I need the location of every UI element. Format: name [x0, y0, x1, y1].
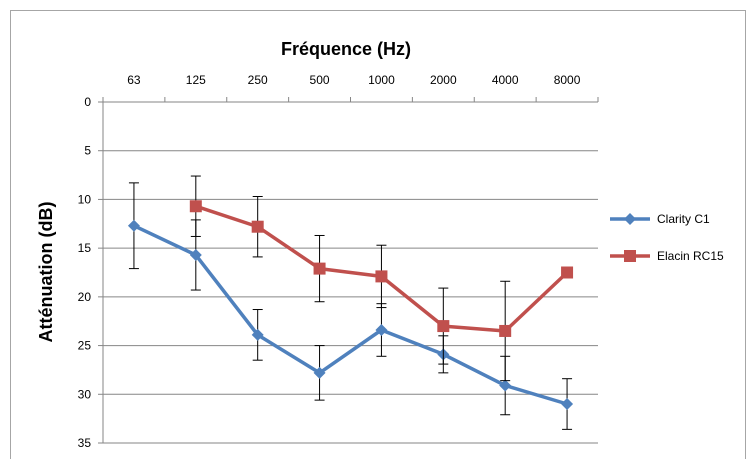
x-tick-label: 250	[248, 73, 268, 87]
chart-border	[10, 10, 746, 464]
x-tick-label: 8000	[554, 73, 581, 87]
y-tick-label: 5	[84, 144, 91, 158]
data-point	[251, 328, 264, 341]
legend-marker	[624, 213, 636, 225]
x-tick-label: 2000	[430, 73, 457, 87]
series-line	[133, 224, 568, 406]
x-tick-label: 1000	[368, 73, 395, 87]
data-point	[127, 219, 140, 232]
data-point	[375, 270, 388, 283]
data-point	[313, 262, 326, 275]
legend-marker	[624, 250, 636, 262]
series	[127, 175, 574, 430]
legend: Clarity C1 Elacin RC15	[610, 212, 724, 263]
data-point	[437, 320, 450, 333]
series-elacin-rc15	[189, 175, 574, 382]
data-point	[251, 220, 264, 233]
y-tick-label: 30	[78, 387, 92, 401]
x-tick-label: 500	[310, 73, 330, 87]
y-tick-label: 0	[84, 95, 91, 109]
y-tick-label: 25	[78, 339, 92, 353]
data-point	[313, 366, 326, 379]
y-tick-label: 20	[78, 290, 92, 304]
data-point	[189, 200, 202, 213]
legend-label: Clarity C1	[657, 212, 710, 226]
data-point	[189, 248, 202, 261]
axes: 0 5 10 15 20 25 30 35 63 125 250 500 1000 2000 4000 800…	[78, 73, 599, 450]
y-tick-label: 10	[78, 192, 92, 206]
data-point	[499, 324, 512, 337]
data-point	[561, 398, 574, 411]
data-point	[561, 266, 574, 279]
data-point	[375, 323, 388, 336]
data-point	[499, 379, 512, 392]
legend-item: Clarity C1	[610, 212, 710, 226]
y-tick-label: 15	[78, 241, 92, 255]
x-axis-title: Fréquence (Hz)	[281, 39, 411, 59]
x-tick-label: 125	[186, 73, 206, 87]
legend-label: Elacin RC15	[657, 249, 724, 263]
legend-item: Elacin RC15	[610, 249, 724, 263]
y-tick-label: 35	[78, 436, 92, 450]
y-axis-title: Atténuation (dB)	[36, 202, 56, 343]
x-tick-label: 4000	[492, 73, 519, 87]
x-tick-label: 63	[127, 73, 141, 87]
